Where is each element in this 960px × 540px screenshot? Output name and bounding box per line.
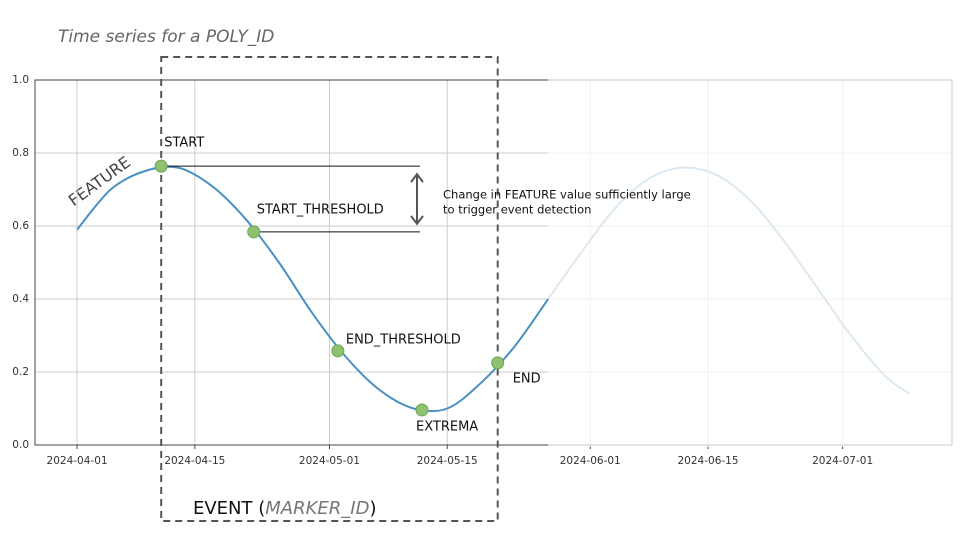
annotation: to trigger event detection bbox=[443, 203, 591, 217]
fade-overlay bbox=[548, 78, 954, 447]
x-tick-label: 2024-05-15 bbox=[417, 455, 478, 467]
arrow-head bbox=[410, 215, 424, 226]
annotation: Change in FEATURE value sufficiently lar… bbox=[443, 188, 691, 202]
y-tick-label: 0.6 bbox=[12, 220, 29, 232]
event-label: EVENT (MARKER_ID) bbox=[193, 498, 377, 519]
marker bbox=[247, 225, 261, 239]
y-tick-label: 1.0 bbox=[12, 74, 29, 86]
event-box bbox=[160, 56, 499, 522]
marker-label: END bbox=[513, 371, 541, 386]
marker bbox=[415, 403, 429, 417]
y-tick-label: 0.0 bbox=[12, 439, 29, 451]
marker bbox=[154, 159, 168, 173]
y-tick-label: 0.2 bbox=[12, 366, 29, 378]
x-tick-label: 2024-06-01 bbox=[560, 455, 621, 467]
chart-title: Time series for a POLY_ID bbox=[58, 27, 274, 47]
x-tick-label: 2024-05-01 bbox=[299, 455, 360, 467]
series-line bbox=[547, 166, 911, 395]
marker-label: EXTREMA bbox=[416, 419, 478, 434]
x-tick-label: 2024-07-01 bbox=[812, 455, 873, 467]
marker bbox=[331, 344, 345, 358]
event-text: EVENT ( bbox=[193, 498, 265, 519]
arrow-head bbox=[410, 172, 424, 183]
y-tick-label: 0.8 bbox=[12, 147, 29, 159]
event-id: MARKER_ID bbox=[265, 498, 369, 519]
marker-label: END_THRESHOLD bbox=[346, 332, 461, 347]
x-tick-label: 2024-04-15 bbox=[164, 455, 225, 467]
marker-label: START_THRESHOLD bbox=[257, 202, 384, 217]
marker bbox=[491, 356, 505, 370]
y-tick-label: 0.4 bbox=[12, 293, 29, 305]
series-line bbox=[76, 165, 549, 413]
event-text: ) bbox=[369, 498, 376, 519]
marker-label: START bbox=[164, 136, 204, 151]
x-tick-label: 2024-06-15 bbox=[678, 455, 739, 467]
x-tick-label: 2024-04-01 bbox=[47, 455, 108, 467]
